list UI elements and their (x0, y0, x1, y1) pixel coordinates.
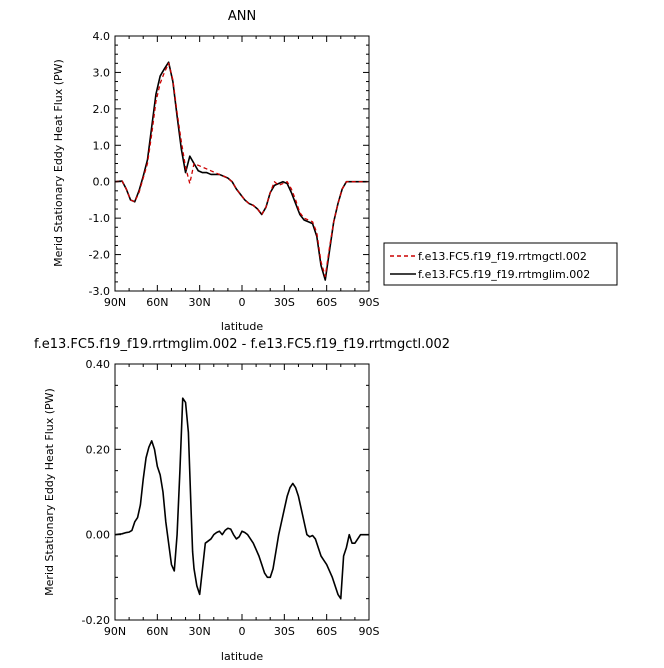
top-y-tick-label: 0.0 (93, 176, 111, 189)
top-y-tick-label: -3.0 (89, 285, 110, 298)
bottom-x-tick-label: 0 (239, 625, 246, 638)
legend-label-series-2: f.e13.FC5.f19_f19.rrtmglim.002 (418, 268, 590, 281)
bottom-y-tick-label: 0.20 (86, 443, 111, 456)
top-title: ANN (228, 9, 256, 24)
top-series-line-1 (114, 62, 368, 278)
bottom-y-tick-label: 0.00 (86, 529, 111, 542)
top-x-axis-label: latitude (221, 320, 263, 333)
top-x-tick-label: 0 (239, 296, 246, 309)
top-x-tick-label: 60S (316, 296, 337, 309)
top-y-tick-label: -1.0 (89, 212, 110, 225)
bottom-x-tick-label: 30S (274, 625, 295, 638)
bottom-x-tick-label: 60N (146, 625, 168, 638)
bottom-x-axis-label: latitude (221, 650, 263, 663)
bottom-panel: f.e13.FC5.f19_f19.rrtmglim.002 - f.e13.F… (34, 337, 450, 663)
top-x-tick-label: 90N (104, 296, 126, 309)
bottom-x-tick-label: 90N (104, 625, 126, 638)
top-y-tick-label: -2.0 (89, 249, 110, 262)
top-x-tick-label: 60N (146, 296, 168, 309)
top-x-tick-label: 30S (274, 296, 295, 309)
bottom-y-tick-label: 0.40 (86, 358, 111, 371)
bottom-x-tick-label: 30N (189, 625, 211, 638)
bottom-series-line-1 (114, 397, 369, 600)
legend-label-series-1: f.e13.FC5.f19_f19.rrtmgctl.002 (418, 250, 587, 263)
top-y-tick-label: 1.0 (93, 139, 111, 152)
bottom-y-tick-label: -0.20 (82, 614, 110, 627)
top-y-axis-label: Merid Stationary Eddy Heat Flux (PW) (52, 59, 65, 267)
top-x-tick-label: 30N (189, 296, 211, 309)
bottom-title: f.e13.FC5.f19_f19.rrtmglim.002 - f.e13.F… (34, 337, 450, 352)
top-y-tick-label: 3.0 (93, 66, 111, 79)
legend-frame (383, 242, 618, 286)
top-x-tick-label: 90S (359, 296, 380, 309)
bottom-x-tick-label: 90S (359, 625, 380, 638)
top-y-tick-label: 2.0 (93, 103, 111, 116)
top-legend: f.e13.FC5.f19_f19.rrtmgctl.002 f.e13.FC5… (383, 242, 618, 286)
bottom-x-tick-label: 60S (316, 625, 337, 638)
top-panel: ANN 90N 60N 30N 0 30S 60S 90S 4.0 3.0 2.0 1.0 0.0 -… (52, 9, 618, 333)
bottom-y-axis-label: Merid Stationary Eddy Heat Flux (PW) (43, 388, 56, 596)
top-y-tick-label: 4.0 (93, 30, 111, 43)
